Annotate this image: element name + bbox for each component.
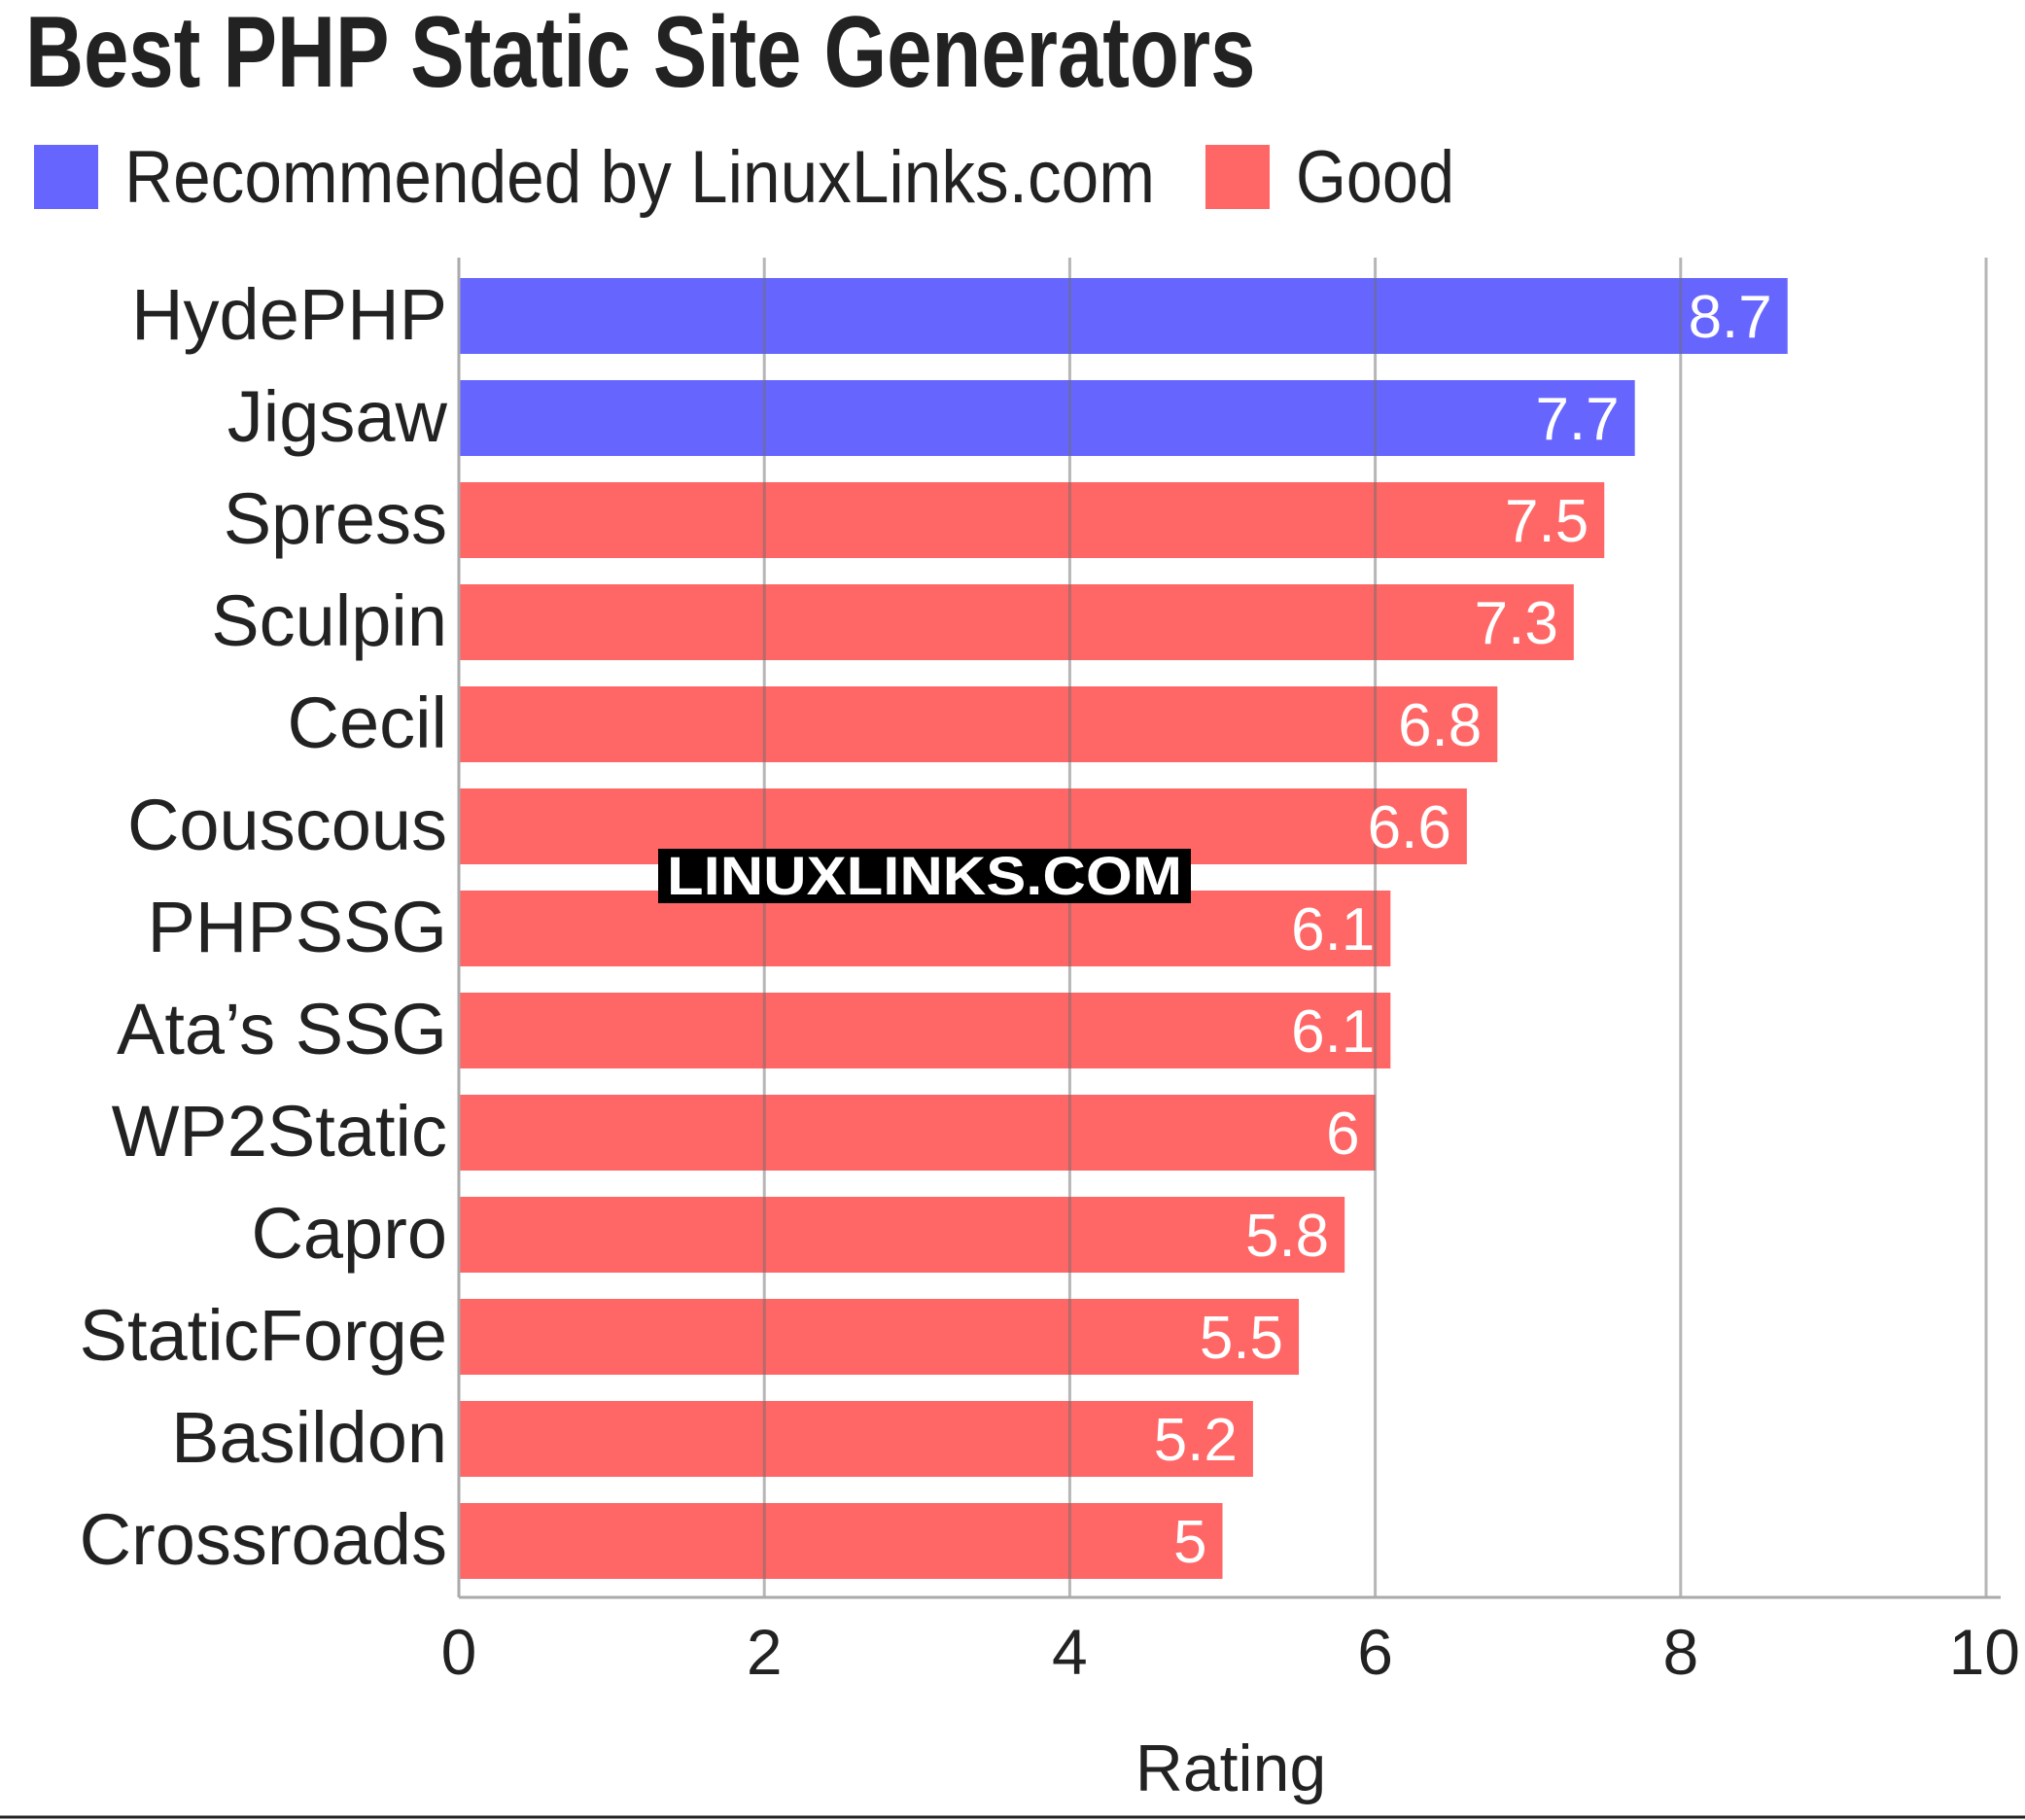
category-label: StaticForge (80, 1295, 447, 1376)
bar (459, 686, 1498, 762)
category-label: PHPSSG (148, 887, 447, 967)
value-label: 6.6 (1368, 794, 1451, 861)
category-label: Basildon (171, 1397, 447, 1478)
category-label: Couscous (127, 785, 447, 865)
x-tick-label: 10 (1949, 1616, 2020, 1688)
bar (459, 1095, 1376, 1171)
value-label: 5.2 (1154, 1407, 1238, 1474)
bar (459, 993, 1391, 1068)
x-axis-title: Rating (1135, 1732, 1327, 1805)
x-tick-label: 0 (441, 1616, 477, 1688)
chart-title: Best PHP Static Site Generators (25, 0, 1256, 109)
x-tick-label: 4 (1052, 1616, 1088, 1688)
category-label: Ata’s SSG (117, 989, 447, 1069)
legend-label-good: Good (1296, 136, 1454, 219)
category-label: Jigsaw (227, 376, 448, 457)
category-label: Crossroads (80, 1499, 447, 1580)
gridlines (762, 258, 1988, 1597)
bar (459, 584, 1574, 660)
category-label: Spress (224, 478, 447, 559)
x-tick-labels: 0 2 4 6 8 10 (441, 1616, 2020, 1688)
bar (459, 380, 1635, 456)
value-label: 7.3 (1475, 590, 1558, 657)
value-label: 7.7 (1535, 386, 1619, 453)
legend-label-recommended: Recommended by LinuxLinks.com (124, 136, 1155, 219)
bar (459, 1197, 1345, 1273)
category-label: Cecil (288, 682, 447, 763)
bars (459, 278, 1788, 1579)
category-label: Sculpin (211, 580, 447, 661)
watermark: LINUXLINKS.COM (658, 845, 1191, 906)
value-label: 5 (1173, 1509, 1206, 1576)
bar (459, 278, 1788, 354)
value-label: 7.5 (1505, 488, 1589, 555)
value-label: 5.8 (1245, 1203, 1329, 1270)
bar (459, 1299, 1300, 1375)
category-label: HydePHP (131, 274, 447, 355)
value-label: 6 (1326, 1101, 1359, 1168)
x-tick-label: 2 (747, 1616, 783, 1688)
value-label: 6.1 (1291, 896, 1375, 963)
watermark-text: LINUXLINKS.COM (667, 845, 1182, 906)
x-tick-label: 8 (1662, 1616, 1698, 1688)
bar (459, 1503, 1223, 1579)
category-label: WP2Static (112, 1091, 447, 1172)
value-label: 8.7 (1689, 284, 1772, 351)
bar (459, 482, 1605, 558)
x-tick-label: 6 (1357, 1616, 1393, 1688)
category-labels: HydePHP Jigsaw Spress Sculpin Cecil Couscous P… (80, 274, 448, 1580)
value-label: 6.8 (1398, 692, 1482, 759)
legend-swatch-good (1205, 145, 1270, 209)
bar (459, 1401, 1253, 1477)
value-labels: 8.7 7.7 7.5 7.3 6.8 6.6 6.1 6.1 6 5.8 5.5 5.2 5 (1154, 284, 1772, 1576)
legend-swatch-recommended (34, 145, 98, 209)
legend: Recommended by LinuxLinks.com Good (34, 136, 1454, 219)
value-label: 5.5 (1200, 1305, 1283, 1372)
value-label: 6.1 (1291, 998, 1375, 1066)
category-label: Capro (251, 1193, 447, 1274)
axes (457, 258, 2001, 1599)
